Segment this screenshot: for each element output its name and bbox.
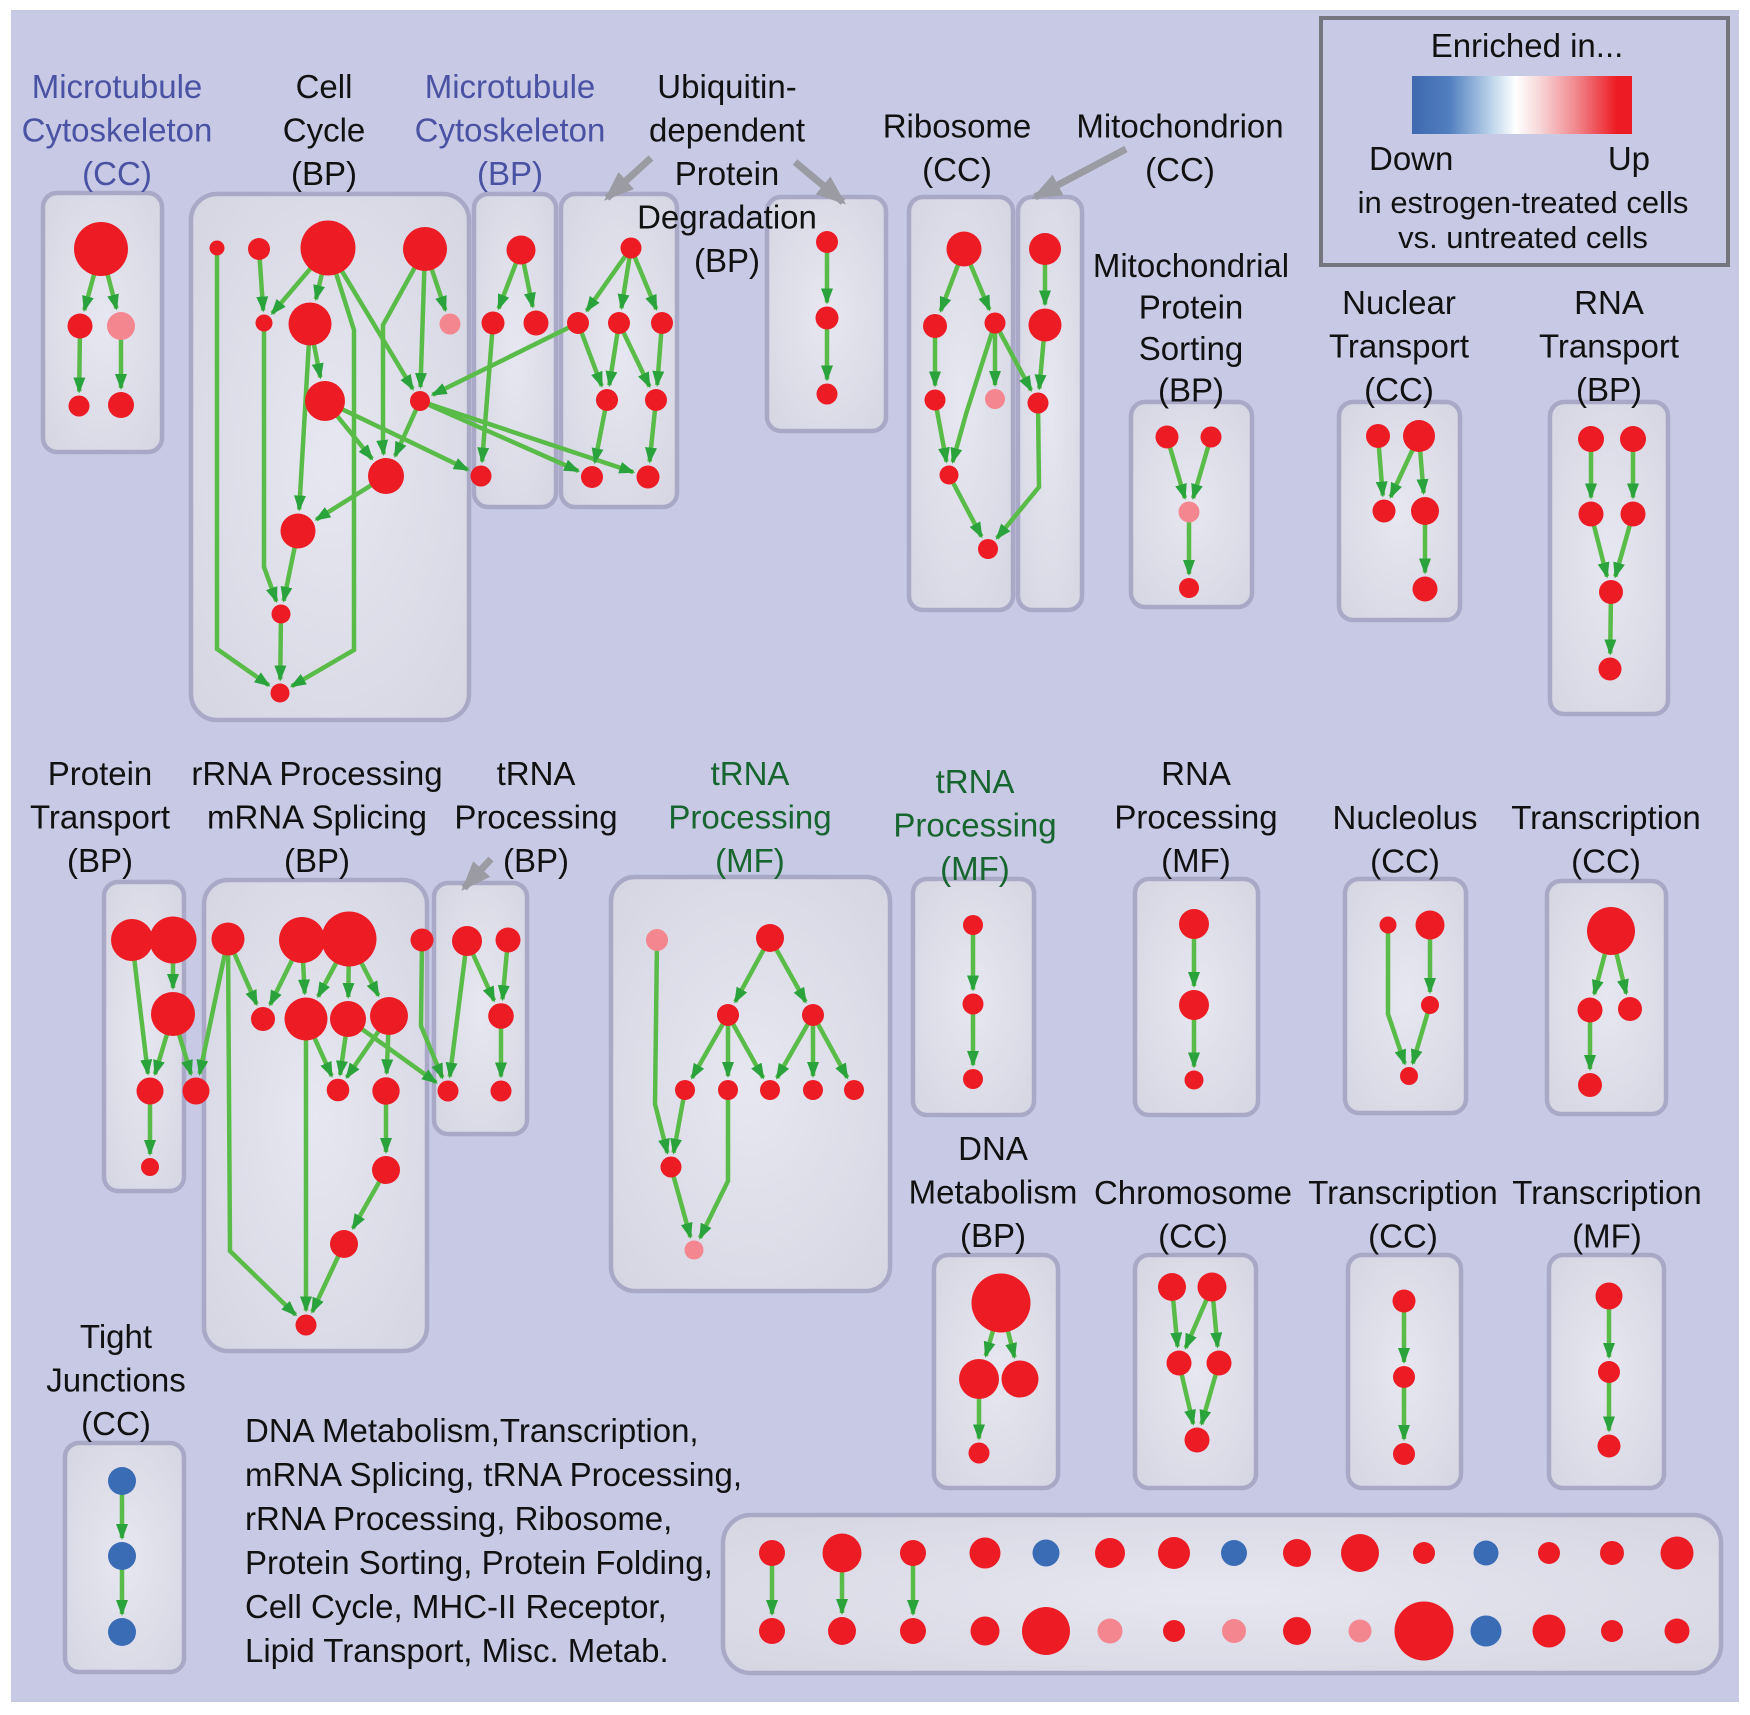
svg-text:dependent: dependent bbox=[649, 112, 805, 149]
svg-text:in estrogen-treated cells: in estrogen-treated cells bbox=[1358, 185, 1689, 220]
svg-text:Lipid Transport, Misc. Metab.: Lipid Transport, Misc. Metab. bbox=[245, 1632, 669, 1669]
svg-text:Ribosome: Ribosome bbox=[883, 108, 1032, 145]
svg-text:Processing: Processing bbox=[1114, 799, 1277, 836]
svg-text:Cytoskeleton: Cytoskeleton bbox=[22, 112, 213, 149]
svg-text:RNA: RNA bbox=[1574, 284, 1644, 321]
svg-text:Transport: Transport bbox=[30, 799, 170, 836]
svg-text:(CC): (CC) bbox=[1370, 843, 1440, 880]
svg-text:Protein: Protein bbox=[48, 755, 153, 792]
svg-text:Mitochondrion: Mitochondrion bbox=[1076, 108, 1283, 145]
svg-text:tRNA: tRNA bbox=[497, 755, 576, 792]
svg-text:Transcription: Transcription bbox=[1512, 1174, 1702, 1211]
svg-text:tRNA: tRNA bbox=[711, 755, 790, 792]
svg-text:tRNA: tRNA bbox=[936, 763, 1015, 800]
svg-text:Cycle: Cycle bbox=[283, 112, 366, 149]
svg-text:(CC): (CC) bbox=[922, 151, 992, 188]
svg-text:Mitochondrial: Mitochondrial bbox=[1093, 247, 1289, 284]
svg-text:(BP): (BP) bbox=[291, 155, 357, 192]
svg-text:(BP): (BP) bbox=[67, 842, 133, 879]
svg-text:Junctions: Junctions bbox=[46, 1362, 185, 1399]
svg-text:(CC): (CC) bbox=[1158, 1218, 1228, 1255]
svg-text:(MF): (MF) bbox=[715, 842, 785, 879]
svg-text:Protein: Protein bbox=[1139, 289, 1244, 326]
svg-text:(BP): (BP) bbox=[1158, 372, 1224, 409]
svg-text:Transcription: Transcription bbox=[1308, 1174, 1498, 1211]
svg-text:DNA Metabolism,Transcription,: DNA Metabolism,Transcription, bbox=[245, 1412, 699, 1449]
svg-text:Cell: Cell bbox=[296, 68, 353, 105]
svg-text:(BP): (BP) bbox=[1576, 371, 1642, 408]
svg-text:Degradation: Degradation bbox=[637, 199, 817, 236]
svg-text:(CC): (CC) bbox=[81, 1405, 151, 1442]
svg-text:(MF): (MF) bbox=[940, 850, 1010, 887]
svg-text:rRNA Processing: rRNA Processing bbox=[191, 755, 442, 792]
svg-text:vs. untreated cells: vs. untreated cells bbox=[1398, 220, 1648, 255]
svg-text:Nucleolus: Nucleolus bbox=[1333, 799, 1478, 836]
svg-text:Nuclear: Nuclear bbox=[1342, 284, 1456, 321]
svg-text:(MF): (MF) bbox=[1572, 1218, 1642, 1255]
svg-text:Transport: Transport bbox=[1539, 328, 1679, 365]
svg-text:Cytoskeleton: Cytoskeleton bbox=[415, 112, 606, 149]
svg-text:(BP): (BP) bbox=[503, 842, 569, 879]
svg-text:Chromosome: Chromosome bbox=[1094, 1174, 1292, 1211]
svg-text:(BP): (BP) bbox=[284, 842, 350, 879]
svg-text:(BP): (BP) bbox=[694, 242, 760, 279]
svg-text:Transcription: Transcription bbox=[1511, 799, 1701, 836]
svg-text:rRNA Processing, Ribosome,: rRNA Processing, Ribosome, bbox=[245, 1500, 672, 1537]
svg-text:Enriched in...: Enriched in... bbox=[1431, 27, 1624, 64]
svg-text:Sorting: Sorting bbox=[1139, 330, 1244, 367]
svg-text:Cell Cycle, MHC-II Receptor,: Cell Cycle, MHC-II Receptor, bbox=[245, 1588, 667, 1625]
svg-text:Up: Up bbox=[1608, 140, 1650, 177]
svg-text:(CC): (CC) bbox=[1145, 151, 1215, 188]
svg-text:(BP): (BP) bbox=[477, 155, 543, 192]
svg-text:Processing: Processing bbox=[893, 807, 1056, 844]
svg-text:(CC): (CC) bbox=[82, 155, 152, 192]
svg-text:DNA: DNA bbox=[958, 1130, 1028, 1167]
svg-text:(CC): (CC) bbox=[1364, 371, 1434, 408]
svg-text:mRNA Splicing: mRNA Splicing bbox=[207, 799, 427, 836]
svg-text:Microtubule: Microtubule bbox=[425, 68, 596, 105]
svg-text:(CC): (CC) bbox=[1571, 843, 1641, 880]
svg-text:Transport: Transport bbox=[1329, 328, 1469, 365]
svg-text:mRNA Splicing, tRNA Processing: mRNA Splicing, tRNA Processing, bbox=[245, 1456, 742, 1493]
svg-text:(CC): (CC) bbox=[1368, 1218, 1438, 1255]
svg-text:Microtubule: Microtubule bbox=[32, 68, 203, 105]
svg-text:Tight: Tight bbox=[80, 1318, 152, 1355]
svg-text:(BP): (BP) bbox=[960, 1217, 1026, 1254]
svg-text:Ubiquitin-: Ubiquitin- bbox=[657, 68, 796, 105]
svg-text:Processing: Processing bbox=[668, 799, 831, 836]
svg-text:Protein Sorting, Protein Foldi: Protein Sorting, Protein Folding, bbox=[245, 1544, 713, 1581]
svg-text:Down: Down bbox=[1369, 140, 1453, 177]
svg-text:(MF): (MF) bbox=[1161, 842, 1231, 879]
svg-text:Protein: Protein bbox=[675, 155, 780, 192]
svg-text:RNA: RNA bbox=[1161, 755, 1231, 792]
svg-text:Processing: Processing bbox=[454, 799, 617, 836]
svg-text:Metabolism: Metabolism bbox=[909, 1174, 1078, 1211]
